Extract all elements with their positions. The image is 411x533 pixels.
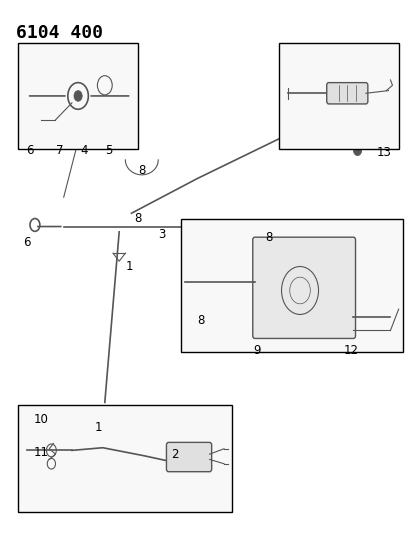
- Text: 8: 8: [138, 164, 145, 177]
- Text: 7: 7: [56, 144, 63, 157]
- Text: 3: 3: [159, 228, 166, 241]
- Circle shape: [353, 145, 362, 156]
- Text: 1: 1: [126, 260, 133, 273]
- Bar: [18, 405, 232, 512]
- Text: 9: 9: [253, 344, 261, 357]
- Bar: [279, 43, 399, 149]
- Text: 4: 4: [81, 144, 88, 157]
- Text: 8: 8: [198, 314, 205, 327]
- Bar: [181, 219, 403, 352]
- Text: 1: 1: [95, 421, 102, 434]
- Text: 6: 6: [23, 236, 30, 249]
- Text: 13: 13: [377, 146, 392, 158]
- Text: 8: 8: [134, 212, 141, 225]
- FancyBboxPatch shape: [166, 442, 212, 472]
- Text: 2: 2: [171, 448, 178, 461]
- FancyBboxPatch shape: [327, 83, 368, 104]
- Text: 10: 10: [34, 413, 48, 426]
- Text: 5: 5: [105, 144, 113, 157]
- Circle shape: [74, 91, 82, 101]
- Text: 6104 400: 6104 400: [16, 24, 104, 42]
- Text: 11: 11: [34, 446, 48, 459]
- Text: 12: 12: [344, 344, 359, 357]
- Bar: [18, 43, 138, 149]
- Text: 6: 6: [26, 144, 34, 157]
- FancyBboxPatch shape: [253, 237, 356, 338]
- Text: 8: 8: [266, 231, 273, 244]
- Circle shape: [356, 221, 364, 232]
